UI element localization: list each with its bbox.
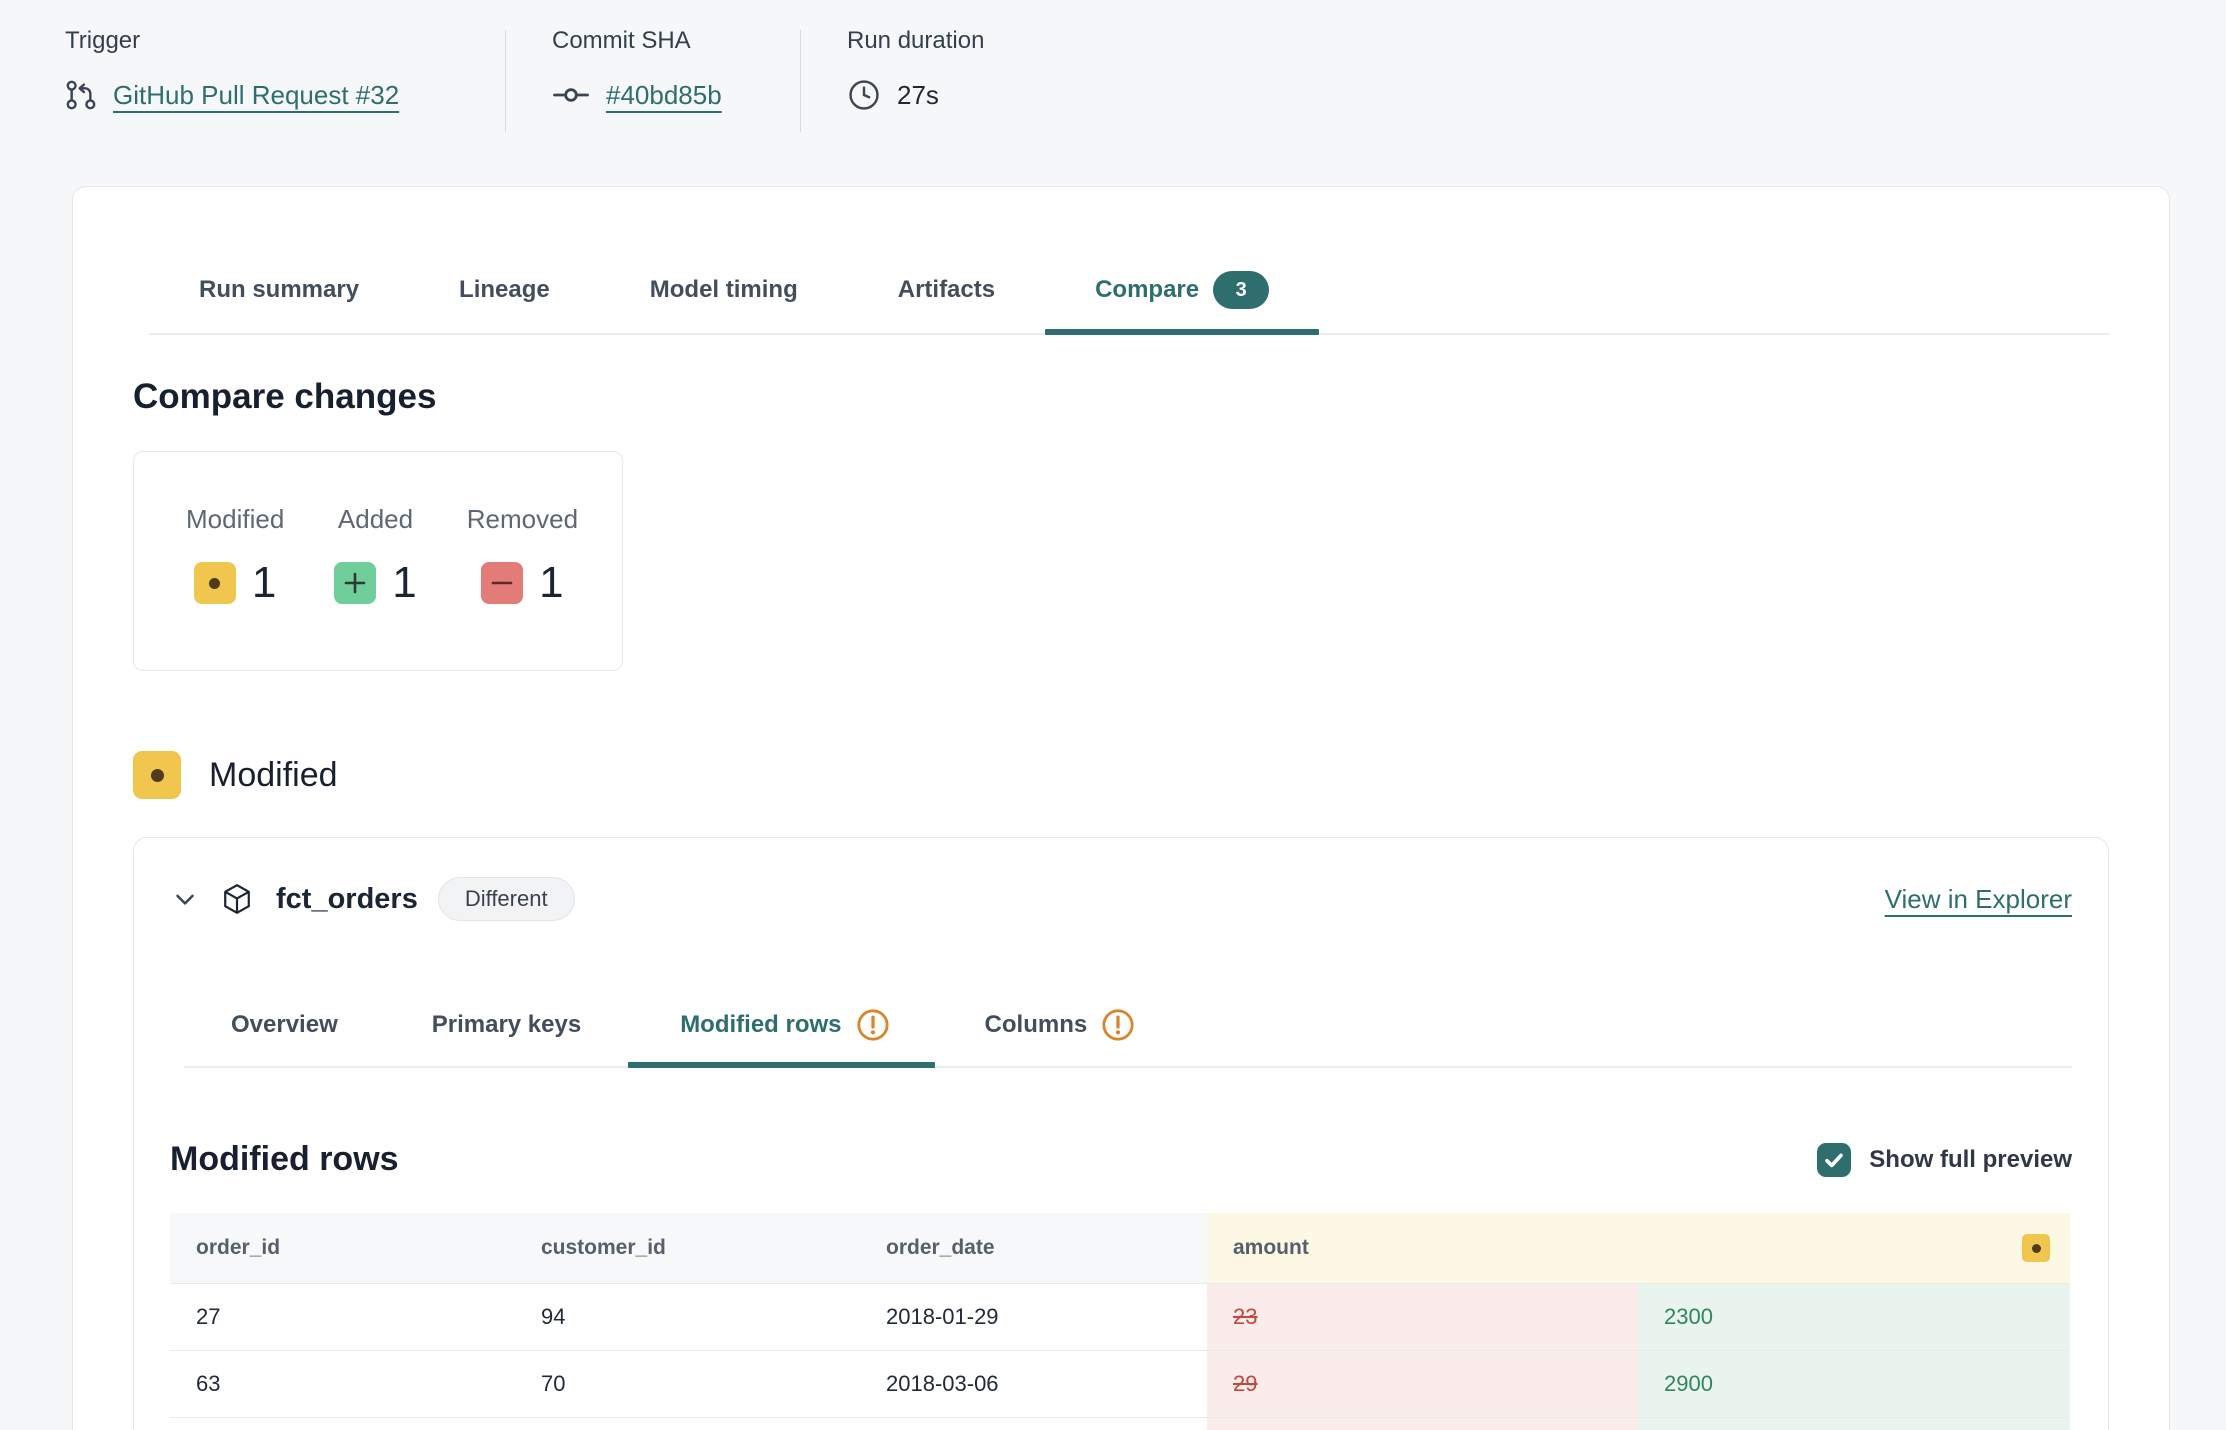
stat-added-label: Added [337, 504, 414, 534]
tab-primary-keys[interactable]: Primary keys [431, 1011, 582, 1038]
warning-icon [856, 1008, 890, 1042]
compare-count-badge: 3 [1213, 271, 1270, 309]
modified-section-header: Modified [133, 751, 2109, 799]
table-cell: 27 [170, 1283, 515, 1350]
tab-model-timing[interactable]: Model timing [649, 276, 798, 303]
tab-run-summary[interactable]: Run summary [199, 276, 360, 303]
compare-summary-card: Modified 1 Added 1 Removed 1 [133, 451, 623, 671]
table-cell [860, 1417, 1207, 1430]
amount-modified-marker [1638, 1213, 2070, 1283]
commit-icon [552, 84, 590, 106]
table-cell-new-value: 2900 [1638, 1350, 2070, 1417]
trigger-meta: Trigger GitHub Pull Request #32 [65, 26, 505, 116]
model-tabs: Overview Primary keys Modified rows Colu… [184, 1008, 2072, 1068]
view-in-explorer-link[interactable]: View in Explorer [1884, 883, 2072, 914]
modified-rows-table: order_id customer_id order_date amount 2… [170, 1213, 2072, 1430]
table-cell: 70 [515, 1350, 860, 1417]
modified-rows-heading: Modified rows [170, 1140, 399, 1178]
model-cube-icon [220, 881, 254, 917]
duration-meta: Run duration 27s [801, 26, 984, 116]
stat-added: Added 1 [334, 504, 417, 608]
table-cell-new-value: 2300 [1638, 1283, 2070, 1350]
table-cell [170, 1417, 515, 1430]
commit-link[interactable]: #40bd85b [606, 79, 722, 110]
table-cell: 63 [170, 1350, 515, 1417]
trigger-label: Trigger [65, 27, 141, 54]
meta-divider [800, 30, 801, 132]
stat-removed-label: Removed [466, 504, 579, 534]
modified-section-title: Modified [209, 755, 338, 794]
table-cell-old-value: 29 [1207, 1350, 1638, 1417]
table-cell-new-value [1638, 1417, 2070, 1430]
removed-icon [481, 562, 524, 604]
run-meta-bar: Trigger GitHub Pull Request #32 Commit S… [0, 0, 2226, 132]
stat-added-value: 1 [392, 558, 417, 607]
compare-changes-heading: Compare changes [133, 377, 437, 416]
added-icon [334, 562, 377, 604]
run-detail-card: Run summary Lineage Model timing Artifac… [72, 186, 2170, 1430]
model-header: fct_orders Different View in Explorer [170, 876, 2072, 922]
table-cell [515, 1417, 860, 1430]
commit-label: Commit SHA [552, 27, 691, 54]
table-cell-old-value: 23 [1207, 1283, 1638, 1350]
duration-value: 27s [897, 79, 939, 110]
model-diff-card: fct_orders Different View in Explorer Ov… [133, 837, 2109, 1430]
status-badge: Different [437, 877, 575, 921]
modified-column-icon [2022, 1234, 2050, 1262]
column-header-customer-id[interactable]: customer_id [515, 1213, 860, 1283]
stat-removed-value: 1 [539, 558, 564, 607]
modified-icon [193, 562, 236, 604]
commit-meta: Commit SHA #40bd85b [506, 26, 800, 116]
model-name: fct_orders [276, 882, 418, 915]
clock-icon [847, 78, 881, 112]
show-full-preview-toggle[interactable]: Show full preview [1817, 1142, 2072, 1177]
pull-request-icon [65, 77, 97, 113]
column-header-order-id[interactable]: order_id [170, 1213, 515, 1283]
modified-section-icon [133, 751, 181, 799]
chevron-down-icon[interactable] [170, 884, 200, 914]
column-header-order-date[interactable]: order_date [860, 1213, 1207, 1283]
show-full-preview-label: Show full preview [1869, 1145, 2072, 1173]
table-cell-old-value [1207, 1417, 1638, 1430]
modified-rows-header-row: Modified rows Show full preview [170, 1140, 2072, 1179]
tab-artifacts[interactable]: Artifacts [897, 276, 996, 303]
checkbox-checked-icon[interactable] [1817, 1142, 1852, 1177]
stat-modified-value: 1 [251, 558, 277, 607]
tab-compare[interactable]: Compare 3 [1045, 271, 1320, 335]
table-cell: 94 [515, 1283, 860, 1350]
column-header-amount[interactable]: amount [1207, 1213, 1638, 1283]
duration-label: Run duration [847, 27, 985, 54]
meta-divider [505, 30, 506, 132]
stat-modified: Modified 1 [186, 504, 284, 608]
stat-removed: Removed 1 [467, 504, 578, 608]
stat-modified-label: Modified [186, 504, 285, 534]
tab-columns[interactable]: Columns [935, 1008, 1181, 1066]
table-cell: 2018-01-29 [860, 1283, 1207, 1350]
trigger-link[interactable]: GitHub Pull Request #32 [113, 79, 400, 110]
tab-modified-rows[interactable]: Modified rows [628, 1008, 935, 1068]
table-cell: 2018-03-06 [860, 1350, 1207, 1417]
run-tabs: Run summary Lineage Model timing Artifac… [149, 271, 2109, 335]
warning-icon [1101, 1008, 1135, 1042]
tab-overview[interactable]: Overview [231, 1011, 338, 1038]
tab-lineage[interactable]: Lineage [459, 276, 550, 303]
